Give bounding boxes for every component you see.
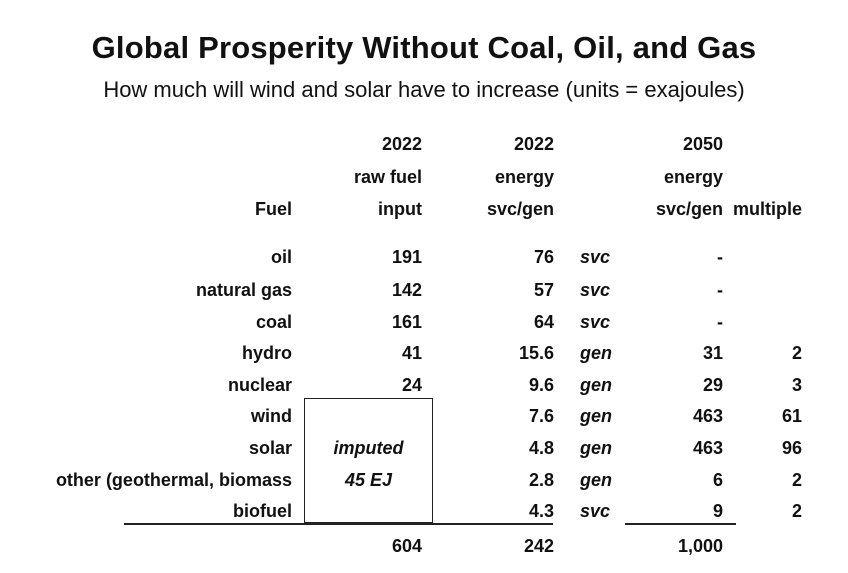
row-e2022: 76	[533, 247, 554, 267]
row-e2050: 463	[692, 438, 723, 458]
row-fuel: oil	[271, 247, 292, 267]
row-raw: 191	[391, 247, 422, 267]
total-rule-right	[625, 523, 736, 525]
row-raw: 41	[401, 343, 422, 363]
row-multiple: 3	[791, 375, 802, 395]
row-e2022: 7.6	[528, 406, 554, 426]
row-e2050: -	[717, 247, 723, 267]
row-raw: 142	[391, 280, 422, 300]
row-e2050: -	[717, 280, 723, 300]
row-multiple: 96	[781, 438, 802, 458]
header-e2050-year: 2050	[682, 134, 723, 154]
row-e2050: 463	[692, 406, 723, 426]
row-multiple: 2	[791, 501, 802, 521]
row-e2050: 31	[702, 343, 723, 363]
page-title: Global Prosperity Without Coal, Oil, and…	[91, 30, 757, 65]
row-tag: svc	[580, 247, 611, 267]
row-multiple: 2	[791, 343, 802, 363]
row-e2050: 9	[712, 501, 723, 521]
row-tag: svc	[580, 501, 611, 521]
header-e2050-line2: energy	[663, 167, 723, 187]
header-e2022-line2: energy	[494, 167, 554, 187]
header-e2022-year: 2022	[513, 134, 554, 154]
row-fuel: coal	[255, 312, 292, 332]
row-multiple: 2	[791, 470, 802, 490]
imputed-box	[304, 398, 433, 523]
row-e2022: 15.6	[518, 343, 554, 363]
row-e2050: -	[717, 312, 723, 332]
header-raw-line2: raw fuel	[353, 167, 422, 187]
row-fuel: solar	[248, 438, 292, 458]
row-fuel: other (geothermal, biomass	[55, 470, 292, 490]
row-tag: svc	[580, 280, 611, 300]
row-raw: 161	[391, 312, 422, 332]
header-raw-line3: input	[378, 199, 422, 219]
row-e2022: 64	[533, 312, 554, 332]
imputed-value: 45 EJ	[344, 470, 393, 490]
row-e2022: 4.8	[528, 438, 554, 458]
row-tag: gen	[580, 343, 613, 363]
row-multiple: 61	[781, 406, 802, 426]
row-e2022: 4.3	[528, 501, 554, 521]
total-rule-left	[124, 523, 553, 525]
header-raw-year: 2022	[381, 134, 422, 154]
row-raw: 24	[401, 375, 422, 395]
header-e2050-line3: svc/gen	[655, 199, 723, 219]
row-fuel: nuclear	[227, 375, 292, 395]
row-fuel: wind	[251, 406, 292, 426]
page-subtitle: How much will wind and solar have to inc…	[103, 77, 745, 102]
row-e2022: 2.8	[528, 470, 554, 490]
row-e2022: 57	[533, 280, 554, 300]
imputed-label: imputed	[333, 438, 404, 458]
row-fuel: natural gas	[195, 280, 292, 300]
total-raw: 604	[391, 536, 422, 556]
row-tag: gen	[580, 406, 613, 426]
row-tag: gen	[580, 438, 613, 458]
row-e2022: 9.6	[528, 375, 554, 395]
row-e2050: 6	[712, 470, 723, 490]
total-e2022: 242	[523, 536, 554, 556]
header-fuel: Fuel	[254, 199, 292, 219]
row-tag: gen	[580, 375, 613, 395]
row-tag: gen	[580, 470, 613, 490]
header-e2022-line3: svc/gen	[486, 199, 554, 219]
row-tag: svc	[580, 312, 611, 332]
header-multiple: multiple	[732, 199, 802, 219]
total-e2050: 1,000	[677, 536, 723, 556]
row-e2050: 29	[702, 375, 723, 395]
row-fuel: hydro	[241, 343, 292, 363]
row-fuel: biofuel	[233, 501, 292, 521]
